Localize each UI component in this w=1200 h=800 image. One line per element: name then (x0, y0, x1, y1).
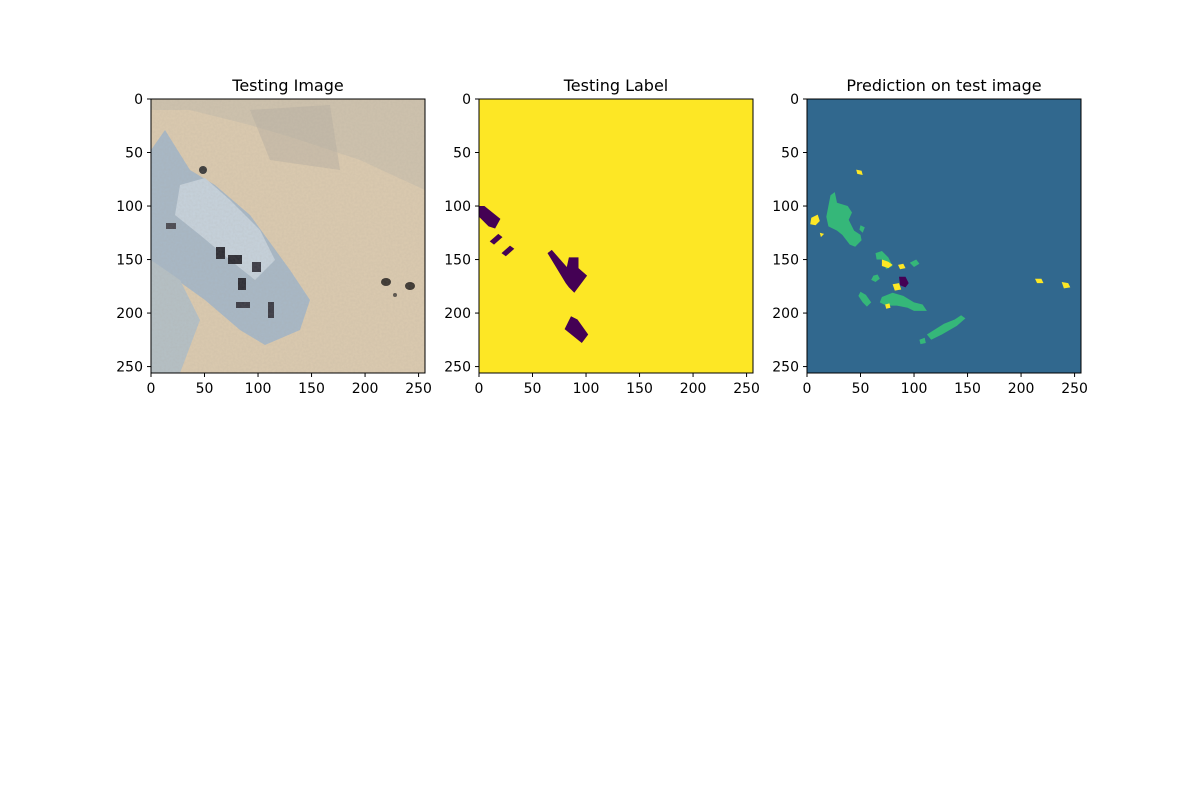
mask-region (899, 276, 909, 288)
panel-prediction: Prediction on test image 0 0 50 50 100 100 150… (772, 76, 1088, 397)
mask-region (898, 263, 906, 270)
y-tick-label: 50 (125, 146, 143, 162)
y-tick-label: 250 (772, 360, 799, 376)
panel-title: Testing Image (231, 76, 343, 95)
y-tick-label: 200 (444, 306, 471, 322)
x-tick-label: 150 (626, 381, 653, 397)
axes-frame (150, 98, 426, 374)
y-tick-label: 100 (444, 199, 471, 215)
mask-region (926, 315, 966, 340)
mask-region (819, 232, 825, 238)
panel-testing-image: Testing Image 0 0 50 50 100 100 150 150 (116, 76, 432, 397)
y-tick-label: 0 (462, 92, 471, 108)
y-tick-label: 0 (134, 92, 143, 108)
mask-region (501, 245, 515, 257)
y-tick-label: 200 (772, 306, 799, 322)
label-axes: 0 0 50 50 100 100 150 150 200 200 250 250 (444, 92, 760, 397)
x-tick-label: 200 (1008, 381, 1035, 397)
y-tick-label: 150 (772, 253, 799, 269)
x-tick-label: 0 (475, 381, 484, 397)
x-tick-label: 100 (245, 381, 272, 397)
axes-frame (806, 98, 1082, 374)
mask-region (871, 274, 880, 282)
x-tick-label: 150 (954, 381, 981, 397)
x-tick-label: 250 (733, 381, 760, 397)
y-tick-label: 50 (453, 146, 471, 162)
x-tick-label: 0 (803, 381, 812, 397)
mask-region (479, 206, 501, 229)
mask-region (1035, 278, 1044, 284)
panel-title: Prediction on test image (846, 76, 1041, 95)
x-tick-label: 250 (1061, 381, 1088, 397)
aerial-photo (151, 99, 425, 373)
mask-region (564, 316, 589, 343)
mask-region (879, 292, 927, 311)
y-tick-label: 50 (781, 146, 799, 162)
label-mask (479, 99, 753, 373)
mask-region (909, 259, 920, 267)
x-tick-label: 150 (298, 381, 325, 397)
mask-region (859, 225, 865, 233)
prediction-mask (807, 99, 1081, 373)
mask-region (881, 259, 893, 269)
y-tick-label: 100 (772, 199, 799, 215)
x-tick-label: 50 (852, 381, 870, 397)
mask-region (919, 337, 926, 345)
y-tick-label: 250 (116, 360, 143, 376)
mask-region (826, 192, 862, 247)
x-tick-label: 50 (524, 381, 542, 397)
x-tick-label: 200 (352, 381, 379, 397)
mask-region (892, 283, 902, 291)
mask-region (810, 214, 820, 226)
x-tick-label: 0 (147, 381, 156, 397)
mask-region (858, 291, 872, 307)
x-tick-label: 200 (680, 381, 707, 397)
mask-region (547, 249, 588, 293)
prediction-axes: 0 0 50 50 100 100 150 150 200 200 250 250 (772, 92, 1088, 397)
mask-region (1061, 282, 1071, 289)
x-tick-label: 250 (405, 381, 432, 397)
y-tick-label: 200 (116, 306, 143, 322)
x-tick-label: 100 (901, 381, 928, 397)
x-tick-label: 100 (573, 381, 600, 397)
y-tick-label: 100 (116, 199, 143, 215)
y-tick-label: 250 (444, 360, 471, 376)
x-tick-label: 50 (196, 381, 214, 397)
y-tick-label: 0 (790, 92, 799, 108)
y-tick-label: 150 (444, 253, 471, 269)
mask-background (479, 99, 753, 373)
mask-region (489, 233, 503, 245)
mask-region (885, 303, 891, 309)
mask-region (856, 169, 863, 175)
panel-testing-label: Testing Label 0 0 50 50 100 100 150 150 200 200 25… (444, 76, 760, 397)
panel-title: Testing Label (563, 76, 669, 95)
axes-frame (478, 98, 754, 374)
y-tick-label: 150 (116, 253, 143, 269)
image-axes: 0 0 50 50 100 100 150 150 200 200 250 250 (116, 92, 432, 397)
